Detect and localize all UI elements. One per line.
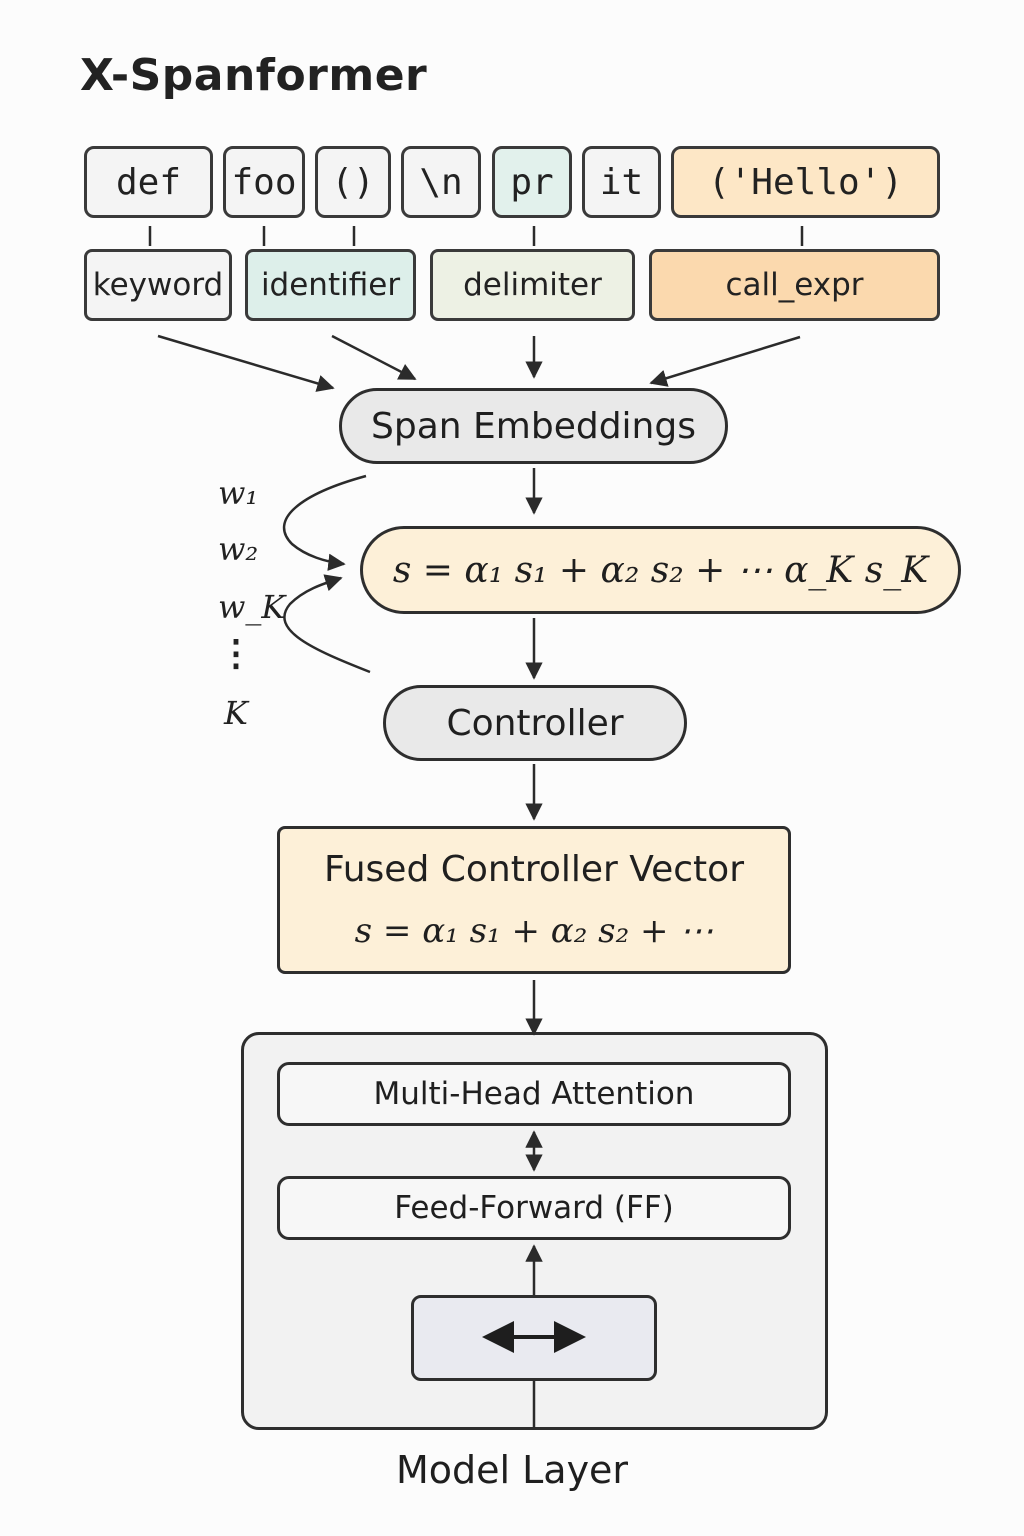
weight-w1: w₁ [218,474,259,512]
curve-arrow-wk [283,574,371,674]
feed-forward-block: Feed-Forward (FF) [277,1176,791,1240]
residual-block [411,1295,657,1381]
category-identifier: identifier [245,249,416,321]
arrow-keyword-to-embeddings [157,334,335,392]
controller-node: Controller [383,685,687,761]
weighted-sum-formula: s = α₁ s₁ + α₂ s₂ + ⋯ α_K s_K [360,526,961,614]
token-foo: foo [223,146,305,218]
token-hello-call: ('Hello') [671,146,940,218]
token-def: def [84,146,213,218]
weight-w2: w₂ [218,530,259,568]
fused-controller-title: Fused Controller Vector [324,849,744,890]
token-pr: pr [492,146,572,218]
multi-head-attention-block: Multi-Head Attention [277,1062,791,1126]
category-delimiter: delimiter [430,249,635,321]
fused-controller-vector-box: Fused Controller Vector s = α₁ s₁ + α₂ s… [277,826,791,974]
diagram-title: X-Spanformer [80,50,428,101]
token-newline: \n [401,146,481,218]
span-embeddings-node: Span Embeddings [339,388,728,464]
weight-k: K [224,694,248,732]
fused-controller-formula: s = α₁ s₁ + α₂ s₂ + ⋯ [354,911,714,951]
weight-wk: w_K [218,588,286,626]
token-parens: () [315,146,391,218]
model-layer-label: Model Layer [395,1448,629,1492]
category-call-expr: call_expr [649,249,940,321]
token-it: it [582,146,661,218]
weight-ellipsis: ⋮ [218,632,254,674]
arrow-callexpr-to-embeddings [649,335,801,387]
curve-arrow-w1 [282,474,367,571]
arrow-identifier-to-embeddings [331,334,417,381]
category-keyword: keyword [84,249,232,321]
